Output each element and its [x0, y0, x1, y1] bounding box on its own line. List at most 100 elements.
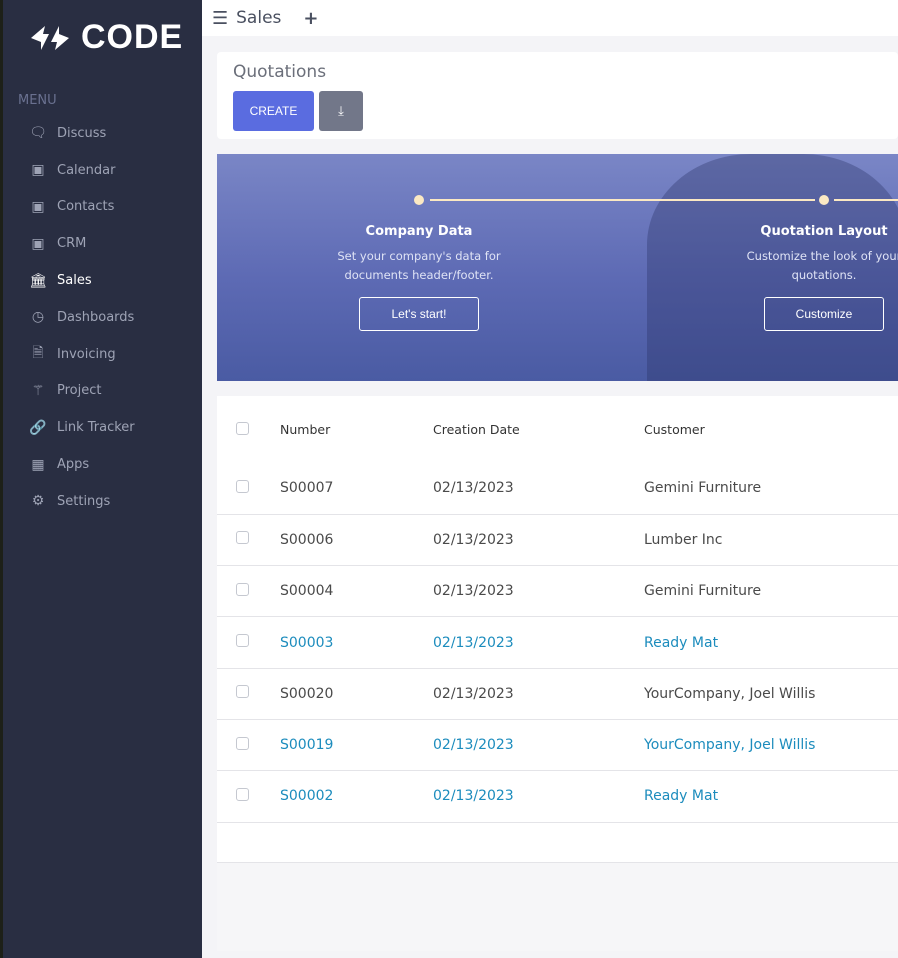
column-number[interactable]: Number	[280, 422, 331, 437]
app-placeholder-icon: ▣	[31, 235, 45, 252]
step-title: Quotation Layout	[760, 224, 888, 239]
bank-icon: 🏛	[29, 272, 47, 289]
cell-customer: Lumber Inc	[644, 514, 898, 567]
cell-customer: Ready Mat	[644, 616, 898, 669]
chat-icon: 🗨	[29, 125, 47, 142]
step-dot	[414, 195, 424, 205]
sidebar-item-invoicing[interactable]: 🗎 Invoicing	[27, 336, 202, 373]
step-desc: quotations.	[791, 268, 857, 282]
sidebar-item-label: Discuss	[57, 125, 107, 141]
cell-number: S00004	[280, 565, 433, 618]
cell-creation-date: 02/13/2023	[433, 514, 644, 567]
cell-creation-date: 02/13/2023	[433, 668, 644, 720]
background-photo	[647, 154, 898, 381]
sidebar-item-discuss[interactable]: 🗨 Discuss	[27, 115, 202, 152]
column-customer[interactable]: Customer	[644, 422, 705, 437]
table-row[interactable]: S00007 02/13/2023 Gemini Furniture	[217, 463, 898, 515]
puzzle-icon: ⚚	[31, 382, 45, 399]
step-company-data: Company Data Set your company's data for…	[289, 154, 549, 331]
table-row[interactable]: S00002 02/13/2023 Ready Mat	[217, 770, 898, 823]
cell-customer: Gemini Furniture	[644, 463, 898, 515]
sidebar-item-settings[interactable]: ⚙ Settings	[27, 483, 202, 520]
code-logo-icon	[31, 25, 69, 50]
sidebar-item-label: CRM	[57, 236, 87, 252]
cell-customer: Gemini Furniture	[644, 565, 898, 618]
invoice-icon: 🗎	[32, 345, 44, 362]
cell-number: S00002	[280, 770, 433, 823]
app-placeholder-icon: ▣	[31, 162, 45, 179]
sidebar-item-label: Calendar	[57, 162, 116, 178]
cell-creation-date: 02/13/2023	[433, 463, 644, 515]
cell-number: S00020	[280, 668, 433, 720]
sidebar-item-dashboards[interactable]: ◷ Dashboards	[27, 299, 202, 336]
table-row[interactable]: S00003 02/13/2023 Ready Mat	[217, 616, 898, 669]
gear-icon: ⚙	[31, 493, 45, 510]
row-checkbox[interactable]	[236, 531, 249, 545]
app-placeholder-icon: ▣	[31, 198, 45, 215]
sidebar-item-apps[interactable]: ▦ Apps	[27, 446, 202, 483]
top-bar: ☰ Sales +	[202, 0, 898, 36]
cell-customer: YourCompany, Joel Willis	[644, 719, 898, 772]
sidebar-item-label: Settings	[57, 493, 111, 509]
download-icon: ⤓	[338, 103, 344, 118]
sidebar-nav: 🗨 Discuss ▣ Calendar ▣ Contacts ▣ CRM 🏛 Sales ◷ Das…	[27, 115, 202, 520]
cell-creation-date: 02/13/2023	[433, 565, 644, 618]
sidebar-item-crm[interactable]: ▣ CRM	[27, 225, 202, 262]
step-desc: Customize the look of your	[746, 249, 898, 263]
quotations-list: Number Creation Date Customer S00007 02/…	[217, 396, 898, 951]
sidebar-item-label: Invoicing	[57, 346, 116, 362]
row-checkbox[interactable]	[236, 634, 249, 648]
download-button[interactable]: ⤓	[319, 91, 363, 131]
sidebar-item-calendar[interactable]: ▣ Calendar	[27, 152, 202, 189]
link-icon: 🔗	[29, 419, 47, 436]
cell-creation-date: 02/13/2023	[433, 616, 644, 669]
select-all-checkbox[interactable]	[236, 421, 249, 435]
sidebar-item-link-tracker[interactable]: 🔗 Link Tracker	[27, 409, 202, 446]
cell-number: S00006	[280, 514, 433, 567]
sidebar-item-label: Project	[57, 383, 102, 399]
add-button[interactable]: +	[303, 7, 319, 29]
step-desc: Set your company's data for	[337, 249, 501, 263]
table-row[interactable]: S00006 02/13/2023 Lumber Inc	[217, 514, 898, 567]
create-button[interactable]: CREATE	[233, 91, 314, 131]
step-line	[430, 199, 815, 201]
sidebar-item-label: Dashboards	[57, 309, 135, 325]
cell-number: S00007	[280, 463, 433, 515]
row-checkbox[interactable]	[236, 479, 249, 493]
brand-name: CODE	[81, 18, 184, 56]
list-footer	[217, 862, 898, 951]
table-row[interactable]: S00004 02/13/2023 Gemini Furniture	[217, 565, 898, 618]
table-row[interactable]: S00020 02/13/2023 YourCompany, Joel Will…	[217, 668, 898, 720]
onboarding-banner: Company Data Set your company's data for…	[217, 154, 898, 381]
cell-customer: YourCompany, Joel Willis	[644, 668, 898, 720]
row-checkbox[interactable]	[236, 736, 249, 750]
app-title[interactable]: Sales	[236, 8, 282, 28]
sidebar-item-contacts[interactable]: ▣ Contacts	[27, 189, 202, 226]
row-checkbox[interactable]	[236, 787, 249, 801]
cell-creation-date: 02/13/2023	[433, 770, 644, 823]
control-panel: Quotations CREATE ⤓	[217, 52, 898, 139]
table-header: Number Creation Date Customer	[217, 396, 898, 463]
sidebar-item-sales[interactable]: 🏛 Sales	[27, 262, 202, 299]
row-checkbox[interactable]	[236, 685, 249, 699]
sidebar: CODE MENU 🗨 Discuss ▣ Calendar ▣ Contacts ▣ CRM…	[0, 0, 202, 958]
sidebar-item-label: Link Tracker	[57, 420, 135, 436]
speedometer-icon: ◷	[31, 309, 45, 326]
row-checkbox[interactable]	[236, 582, 249, 596]
sidebar-item-label: Contacts	[57, 199, 115, 215]
step-dot	[819, 195, 829, 205]
lets-start-button[interactable]: Let's start!	[359, 297, 479, 331]
column-creation-date[interactable]: Creation Date	[433, 422, 520, 437]
cell-number: S00003	[280, 616, 433, 669]
customize-button[interactable]: Customize	[764, 297, 884, 331]
logo[interactable]: CODE	[29, 18, 183, 57]
cell-creation-date: 02/13/2023	[433, 719, 644, 772]
sidebar-item-label: Sales	[57, 273, 92, 289]
page-title: Quotations	[233, 62, 327, 82]
grid-icon: ▦	[31, 456, 45, 473]
step-desc: documents header/footer.	[344, 268, 494, 282]
hamburger-icon[interactable]: ☰	[212, 7, 229, 29]
sidebar-item-project[interactable]: ⚚ Project	[27, 373, 202, 410]
table-row[interactable]: S00019 02/13/2023 YourCompany, Joel Will…	[217, 719, 898, 772]
cell-customer: Ready Mat	[644, 770, 898, 823]
